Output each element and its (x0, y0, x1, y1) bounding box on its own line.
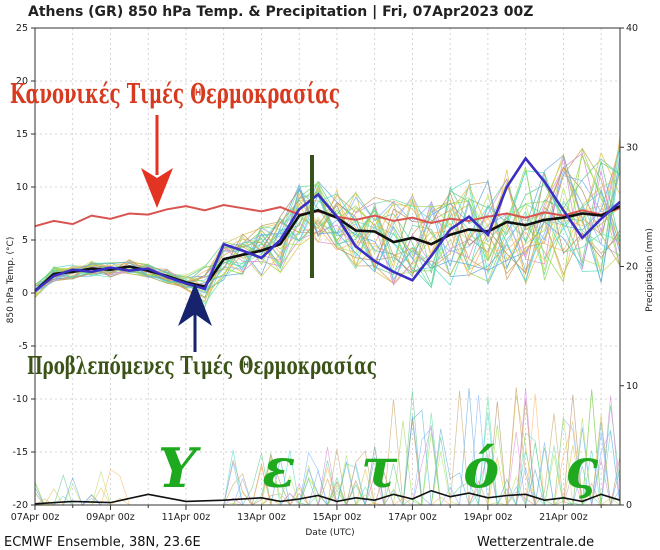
y-tick-label: 5 (22, 235, 28, 246)
y2-axis-label: Precipitation (mm) (645, 228, 655, 312)
x-tick-label: 15Apr 00z (313, 512, 362, 523)
blue-arrow-icon (178, 283, 212, 326)
x-tick-label: 07Apr 00z (11, 512, 60, 523)
series-line (34, 204, 621, 292)
ensemble-member-line (34, 151, 621, 299)
axes: -20 -15 -10 -5 0 5 10 15 20 25 0 10 20 30 40 07Apr 00z 0… (11, 23, 638, 523)
y-tick-label: 10 (16, 182, 28, 193)
x-axis-label: Date (UTC) (305, 528, 354, 538)
annotations: Κανονικές Τιμές Θερμοκρασίας Προβλεπόμεν… (10, 79, 598, 500)
y2-tick-label: 10 (626, 381, 638, 392)
precipitation-mean-line (34, 489, 621, 505)
ensemble-member-line (34, 154, 621, 293)
footer-source: ECMWF Ensemble, 38N, 23.6E (4, 535, 201, 550)
x-tick-label: 17Apr 00z (388, 512, 437, 523)
ensemble-member-line (34, 203, 621, 308)
x-tick-label: 11Apr 00z (162, 512, 211, 523)
y-tick-label: 0 (22, 288, 28, 299)
normal-temperatures-label: Κανονικές Τιμές Θερμοκρασίας (10, 79, 340, 110)
series-layer (34, 156, 621, 505)
y-tick-label: -10 (12, 394, 28, 405)
y-tick-label: 20 (16, 76, 28, 87)
x-tick-label: 19Apr 00z (464, 512, 513, 523)
x-tick-label: 09Apr 00z (86, 512, 135, 523)
forecast-temperatures-label: Προβλεπόμενες Τιμές Θερμοκρασίας (27, 351, 377, 380)
precipitation-label: Υ ε τ ό ς (158, 436, 598, 500)
y2-tick-label: 30 (626, 142, 638, 153)
x-tick-label: 21Apr 00z (539, 512, 588, 523)
y-tick-label: -20 (12, 500, 28, 511)
red-arrow-icon (141, 168, 173, 208)
chart-title: Athens (GR) 850 hPa Temp. & Precipitatio… (28, 4, 533, 20)
y2-tick-label: 40 (626, 23, 638, 34)
series-line (34, 156, 621, 292)
x-tick-label: 13Apr 00z (237, 512, 286, 523)
footer-site: Wetterzentrale.de (477, 535, 594, 550)
y-tick-label: 15 (16, 129, 28, 140)
y-axis-label: 850 hPa Temp. (°C) (6, 237, 16, 324)
y2-tick-label: 0 (626, 500, 632, 511)
y2-tick-label: 20 (626, 262, 638, 273)
y-tick-label: 25 (16, 23, 28, 34)
y-tick-label: -15 (12, 447, 28, 458)
y-tick-label: -5 (19, 341, 28, 352)
